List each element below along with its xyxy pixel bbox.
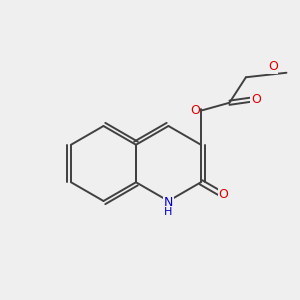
Text: O: O	[190, 104, 200, 117]
Text: H: H	[164, 207, 172, 218]
Text: O: O	[251, 93, 261, 106]
Text: N: N	[164, 196, 173, 209]
Text: O: O	[268, 60, 278, 73]
Text: O: O	[218, 188, 228, 201]
